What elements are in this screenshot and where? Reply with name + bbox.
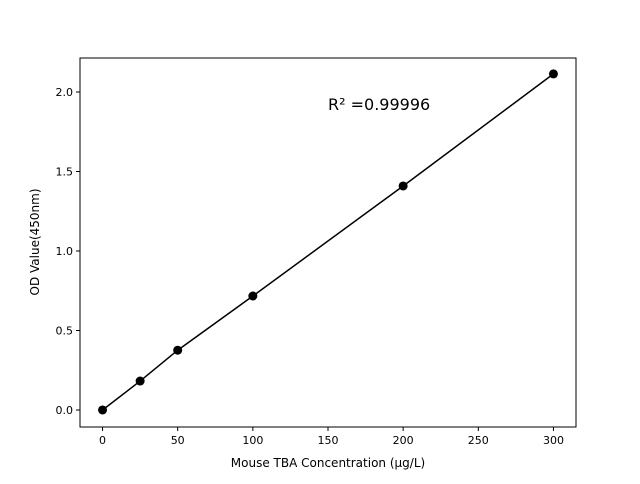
data-point (98, 405, 108, 415)
x-axis-label: Mouse TBA Concentration (μg/L) (231, 456, 425, 470)
x-tick-label: 200 (393, 434, 414, 447)
x-tick-label: 0 (99, 434, 106, 447)
y-axis-label: OD Value(450nm) (28, 188, 42, 295)
data-point (135, 376, 145, 386)
x-tick-label: 250 (468, 434, 489, 447)
r-squared-annotation: R² =0.99996 (328, 95, 430, 114)
y-tick-label: 1.5 (56, 166, 74, 179)
data-point (548, 69, 558, 79)
data-point (398, 181, 408, 191)
y-axis-ticks: 0.0 0.5 1.0 1.5 2.0 (56, 86, 80, 417)
x-tick-label: 300 (543, 434, 564, 447)
data-point (173, 345, 183, 355)
x-tick-label: 50 (171, 434, 185, 447)
series-line (102, 73, 554, 411)
y-tick-label: 0.5 (56, 324, 74, 337)
x-tick-label: 100 (242, 434, 263, 447)
y-tick-label: 2.0 (56, 86, 74, 99)
x-axis-ticks: 0 50 100 150 200 250 300 (99, 427, 564, 447)
y-tick-label: 1.0 (56, 245, 74, 258)
data-point (248, 291, 258, 301)
y-tick-label: 0.0 (56, 404, 74, 417)
x-tick-label: 150 (318, 434, 339, 447)
plot-marks (98, 69, 558, 415)
